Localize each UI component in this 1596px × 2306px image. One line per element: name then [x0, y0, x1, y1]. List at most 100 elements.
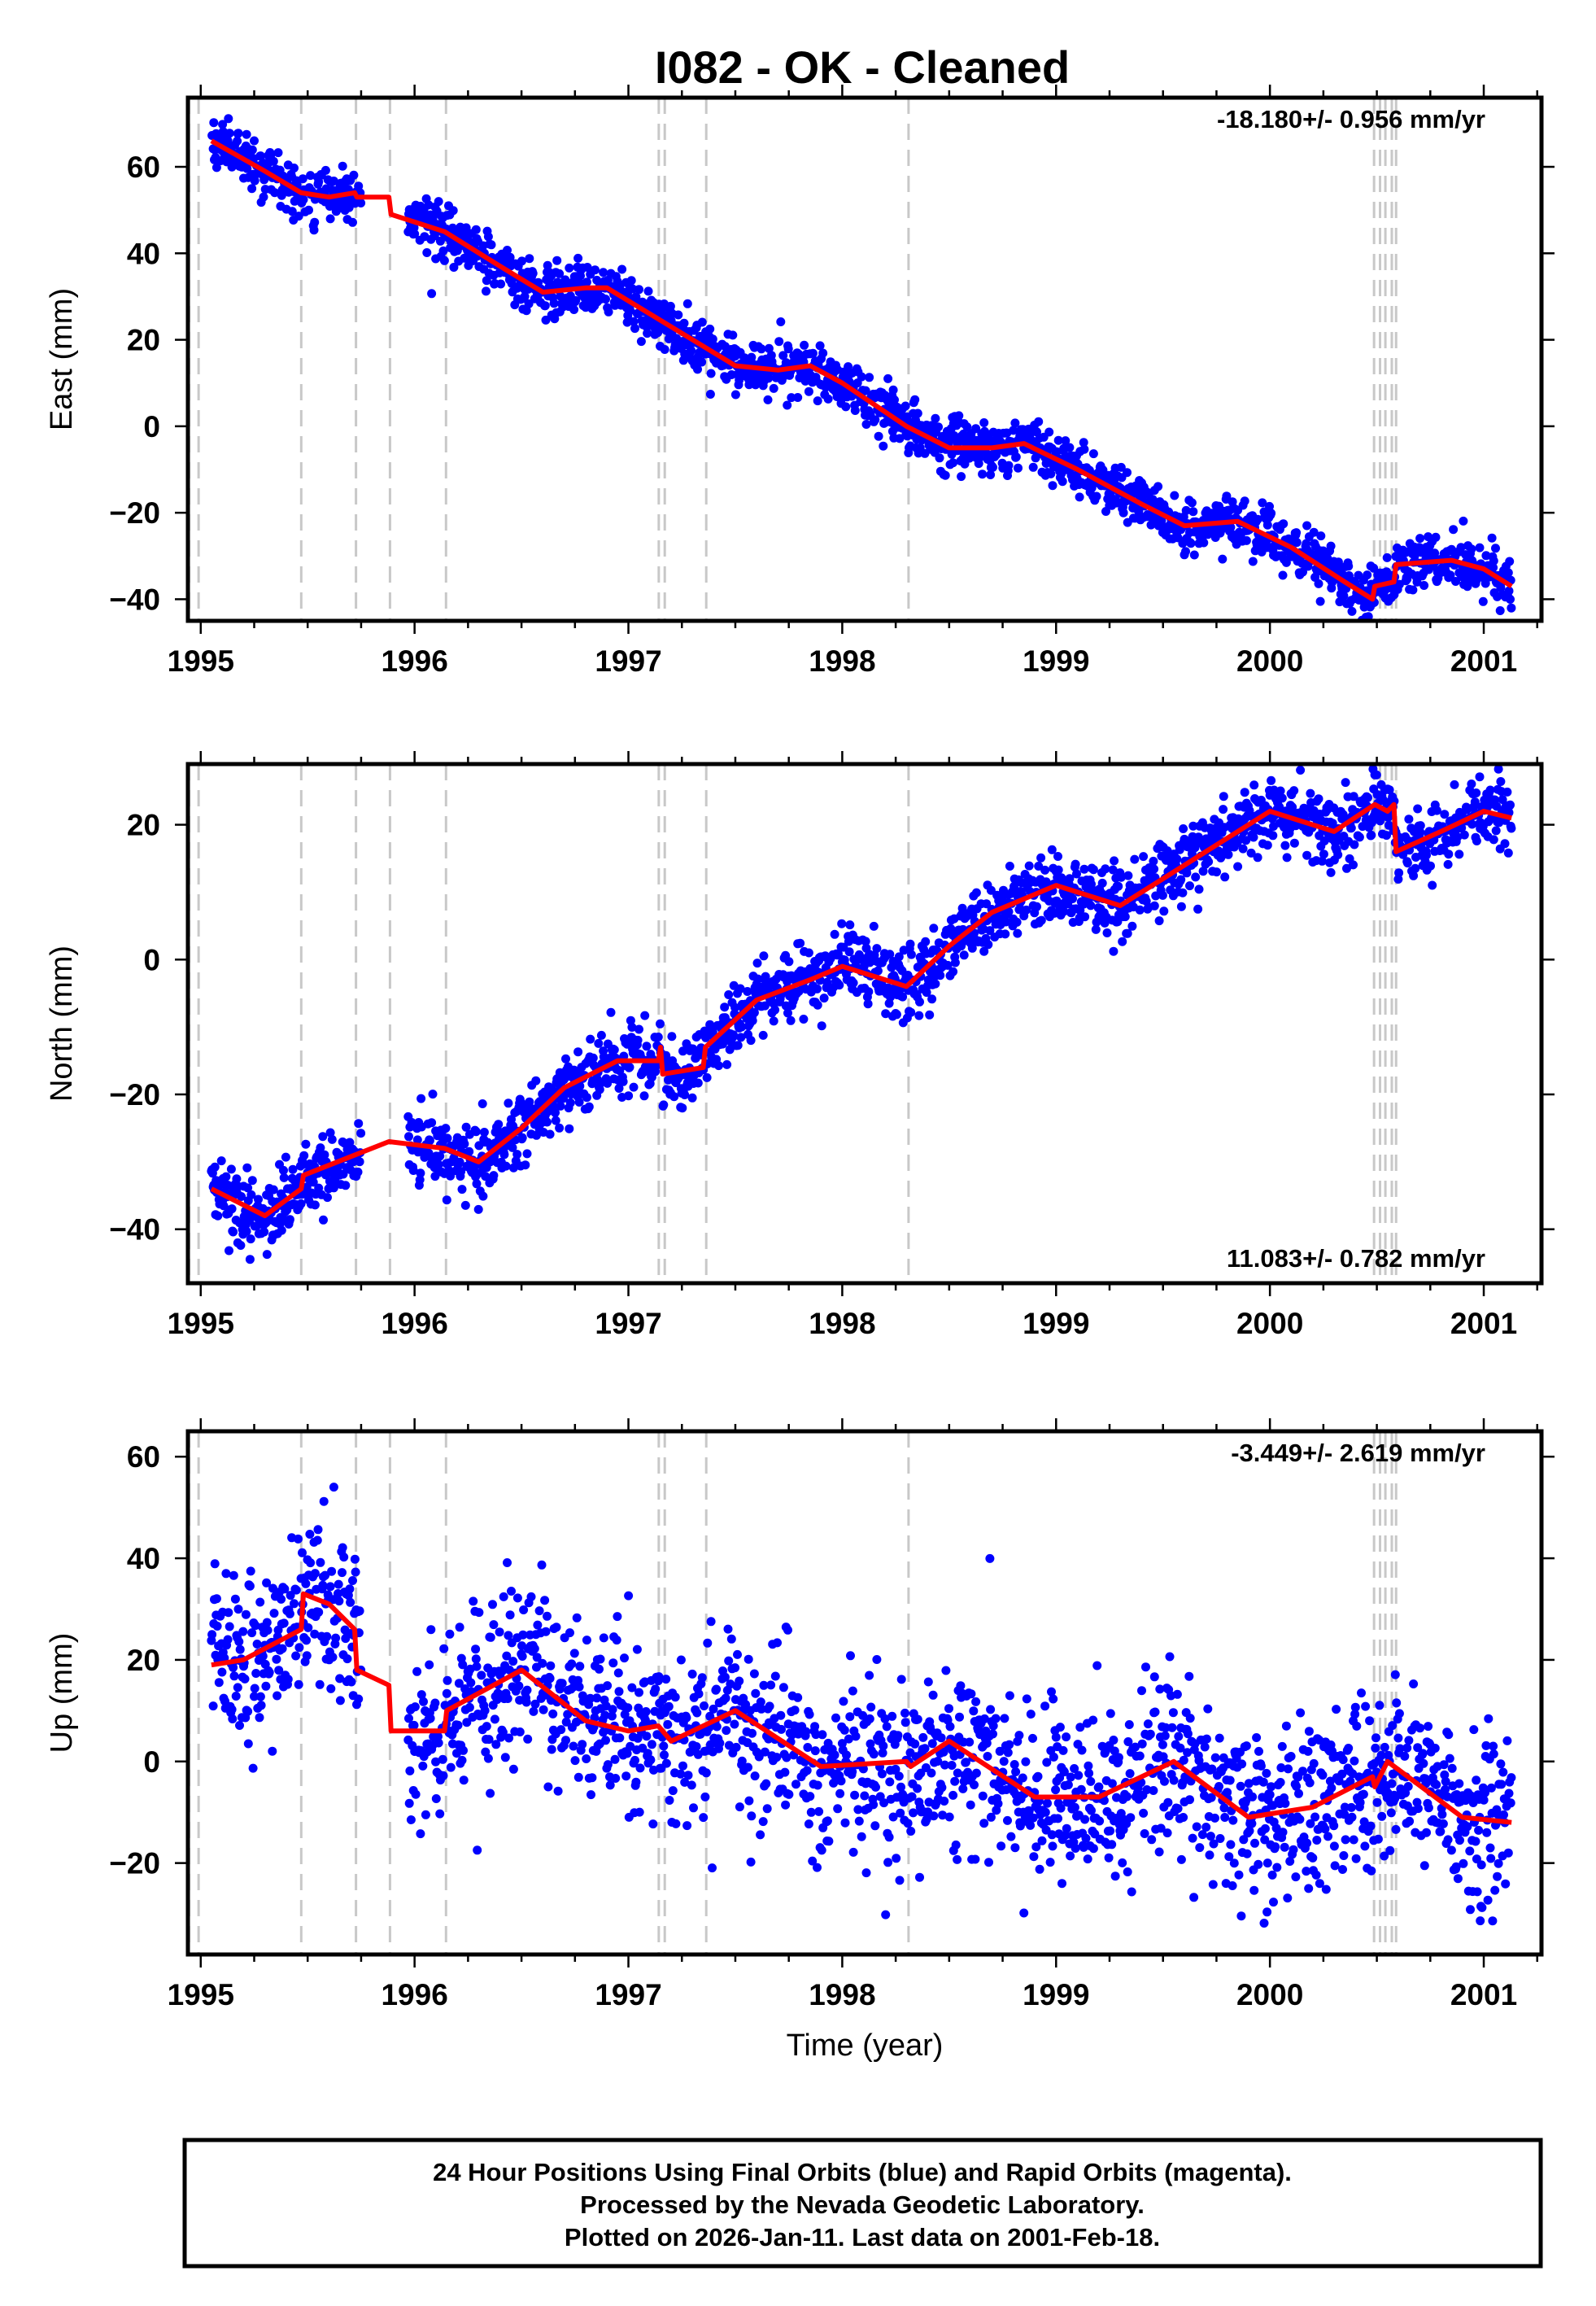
data-point	[1009, 426, 1018, 435]
data-point	[582, 277, 591, 287]
data-point	[573, 253, 583, 263]
data-point	[489, 1620, 499, 1630]
data-point	[1005, 862, 1014, 871]
data-point	[552, 1622, 561, 1632]
data-point	[595, 1664, 604, 1674]
data-point	[320, 1150, 329, 1160]
data-point	[805, 1792, 815, 1802]
data-point	[660, 1750, 669, 1760]
data-point	[575, 1081, 585, 1091]
data-point	[582, 1636, 591, 1645]
data-point	[216, 1156, 226, 1166]
data-point	[298, 1548, 307, 1557]
data-point	[778, 351, 788, 360]
data-point	[896, 1782, 905, 1792]
data-point	[416, 1168, 425, 1178]
data-point	[914, 1011, 924, 1020]
data-point	[735, 1676, 744, 1686]
data-point	[869, 1800, 879, 1810]
data-point	[255, 151, 265, 161]
data-point	[1044, 427, 1054, 437]
data-point	[572, 1613, 582, 1622]
data-point	[582, 263, 592, 272]
figure-title: I082 - OK - Cleaned	[655, 41, 1070, 93]
data-point	[971, 424, 981, 434]
data-point	[885, 1777, 895, 1787]
data-point	[837, 1739, 847, 1749]
data-point	[477, 1099, 487, 1108]
y-tick-label: 20	[127, 809, 160, 842]
data-point	[471, 1644, 481, 1654]
data-point	[1228, 497, 1237, 507]
data-point	[1112, 498, 1121, 508]
data-point	[833, 1804, 843, 1814]
data-point	[1032, 902, 1041, 911]
data-point	[1369, 563, 1379, 573]
data-point	[607, 1711, 617, 1721]
data-point	[279, 1165, 288, 1175]
data-point	[246, 1190, 256, 1199]
data-point	[935, 971, 945, 980]
x-tick-label: 1997	[595, 644, 661, 678]
data-point	[1472, 836, 1481, 845]
data-point	[446, 1762, 456, 1772]
data-point	[243, 1739, 253, 1749]
data-point	[227, 1204, 237, 1214]
data-point	[943, 960, 953, 970]
data-point	[356, 1129, 366, 1138]
data-point	[1123, 468, 1132, 478]
data-point	[748, 1015, 757, 1025]
data-point	[318, 1132, 328, 1142]
data-point	[962, 422, 972, 432]
data-point	[743, 987, 752, 996]
data-point	[959, 950, 969, 960]
data-point	[341, 1181, 351, 1190]
data-point	[247, 1628, 257, 1638]
data-point	[680, 1777, 690, 1787]
data-point	[556, 1101, 565, 1111]
data-point	[891, 1764, 900, 1774]
data-point	[1088, 865, 1098, 875]
data-point	[819, 994, 829, 1003]
data-point	[338, 1568, 347, 1578]
data-point	[1004, 907, 1014, 916]
data-point	[225, 129, 234, 138]
data-point	[610, 1754, 620, 1764]
data-point	[235, 1721, 244, 1730]
data-point	[349, 170, 359, 180]
data-point	[456, 1167, 466, 1177]
data-point	[764, 343, 774, 353]
data-point	[460, 1139, 469, 1149]
x-tick-label: 1999	[1023, 644, 1089, 678]
data-point	[425, 1136, 434, 1146]
data-point	[896, 1675, 906, 1684]
data-point	[457, 1185, 467, 1194]
data-point	[804, 948, 813, 958]
data-point	[280, 1584, 290, 1594]
data-point	[857, 1832, 866, 1841]
data-point	[1186, 539, 1196, 548]
data-point	[801, 1727, 811, 1736]
data-point	[733, 1649, 742, 1659]
data-point	[749, 1669, 759, 1679]
data-point	[323, 1193, 332, 1203]
data-point	[209, 118, 219, 128]
data-point	[618, 1077, 628, 1086]
data-point	[1275, 786, 1285, 796]
data-point	[931, 413, 940, 423]
data-point	[760, 1001, 770, 1011]
data-point	[486, 1632, 495, 1642]
data-point	[499, 1150, 509, 1160]
data-points-east	[207, 114, 1516, 621]
data-point	[1222, 491, 1232, 501]
data-point	[335, 1674, 345, 1684]
data-point	[540, 1596, 550, 1605]
data-point	[1289, 786, 1299, 796]
data-point	[1432, 806, 1441, 815]
data-point	[281, 1152, 290, 1162]
data-point	[217, 1667, 227, 1677]
data-point	[715, 1738, 725, 1748]
data-point	[512, 1593, 522, 1603]
data-point	[639, 1091, 649, 1101]
data-point	[481, 1172, 491, 1181]
